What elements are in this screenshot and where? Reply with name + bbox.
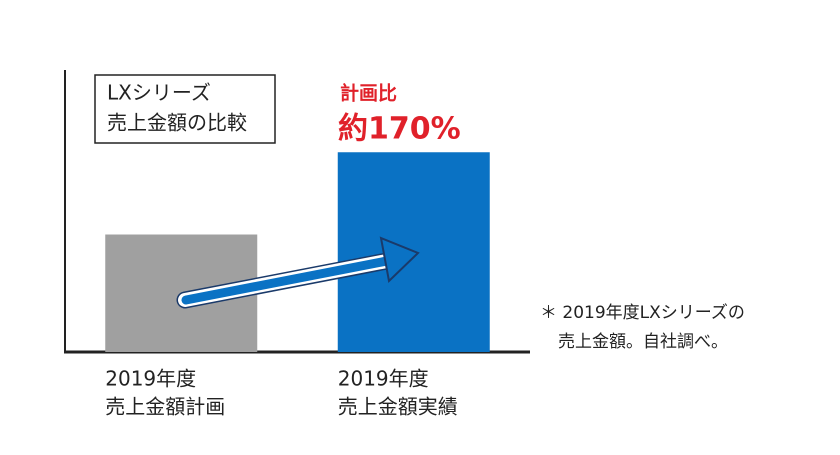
annotation: 約170% xyxy=(338,112,461,147)
x-tick-label: 売上金額実績 xyxy=(338,395,458,419)
x-tick-label: 2019年度 xyxy=(105,367,196,391)
footnote: 売上金額。自社調べ。 xyxy=(558,332,728,352)
title-box xyxy=(94,74,276,144)
footnote: ＊ 2019年度LXシリーズの xyxy=(540,303,745,323)
x-tick-label: 2019年度 xyxy=(338,367,429,391)
arrow xyxy=(176,236,420,309)
x-tick-label: 売上金額計画 xyxy=(105,395,225,419)
annotation: 計画比 xyxy=(340,82,397,105)
chart-title: 売上金額の比較 xyxy=(107,111,247,135)
chart-title: LXシリーズ xyxy=(107,81,211,105)
